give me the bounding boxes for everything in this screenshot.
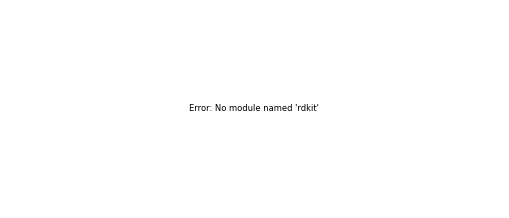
Text: Error: No module named 'rdkit': Error: No module named 'rdkit' xyxy=(189,104,319,114)
